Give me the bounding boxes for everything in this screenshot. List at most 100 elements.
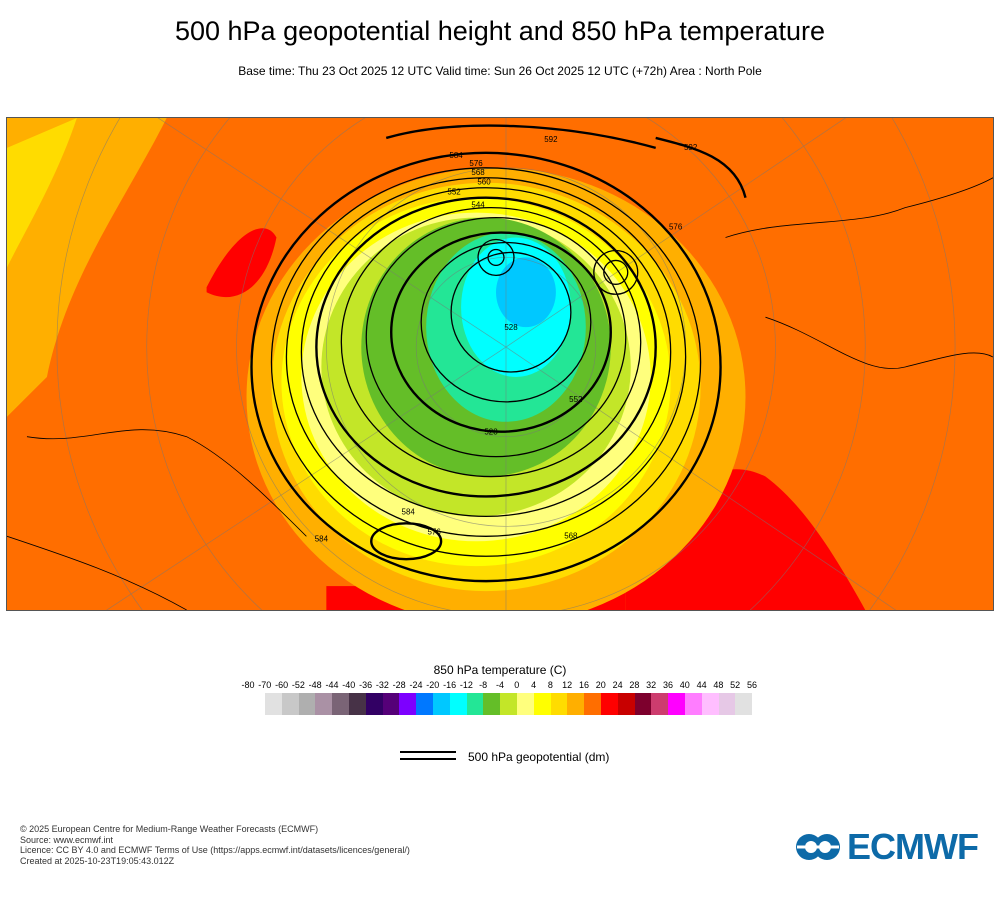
contour-label: 560 — [477, 178, 491, 187]
ecmwf-logo-text: ECMWF — [847, 826, 979, 867]
contour-label: 552 — [447, 188, 461, 197]
colorbar-tick-label: 56 — [746, 680, 758, 690]
colorbar-tick-label: -80 — [241, 680, 255, 690]
ecmwf-logo: ECMWF — [795, 826, 979, 868]
colorbar-tick-label: -20 — [426, 680, 440, 690]
colorbar-swatch — [584, 693, 601, 715]
colorbar-tick-label: -24 — [409, 680, 423, 690]
colorbar-swatch — [533, 693, 551, 715]
contour-label: 568 — [564, 531, 578, 540]
temp-field-red-west — [206, 228, 277, 298]
colorbar-tick-label: -8 — [479, 680, 488, 690]
contour-label: 584 — [315, 534, 329, 543]
colorbar-tick-label: -16 — [443, 680, 457, 690]
colorbar-swatch — [600, 693, 618, 715]
footer-line: Created at 2025-10-23T19:05:43.012Z — [20, 855, 175, 866]
temp-field-gold-west2 — [7, 118, 77, 268]
footer-line: Licence: CC BY 4.0 and ECMWF Terms of Us… — [20, 845, 410, 855]
colorbar-swatch — [416, 693, 433, 715]
colorbar-swatch — [483, 693, 501, 715]
contour-label: 592 — [684, 143, 698, 152]
colorbar-tick-label: -70 — [258, 680, 272, 690]
colorbar-tick-label: 12 — [562, 680, 573, 690]
colorbar-tick-label: 32 — [646, 680, 657, 690]
colorbar-tick-label: 48 — [713, 680, 724, 690]
colorbar-tick-label: -40 — [342, 680, 356, 690]
colorbar-swatch — [332, 693, 349, 715]
contour-label: 576 — [669, 223, 683, 232]
footer-line: Source: www.ecmwf.int — [20, 834, 114, 845]
colorbar-tick-label: 20 — [595, 680, 606, 690]
ecmwf-logo-icon — [796, 834, 840, 860]
colorbar-swatch — [466, 693, 484, 715]
colorbar-swatch — [567, 693, 585, 715]
coastlines — [7, 177, 993, 610]
colorbar-tick-labels: -80 -70 -60 -52 -48 -44 -40 -36 -32 -28 -24 -20 -16-… — [240, 680, 760, 694]
contour-label: 544 — [471, 201, 485, 210]
polar-map: 592 592 584 576 568 560 552 544 528 576 … — [6, 117, 994, 611]
colorbar-tick-label: 36 — [662, 680, 674, 690]
colorbar-tick-label: -4 — [495, 680, 505, 690]
colorbar-swatch — [432, 693, 450, 715]
colorbar-swatch — [382, 693, 400, 715]
temp-field-sky — [496, 257, 556, 328]
latitude-circles — [56, 118, 956, 610]
colorbar-tick-label: -44 — [325, 680, 339, 690]
colorbar-swatch — [701, 693, 719, 715]
contour-label: 568 — [471, 168, 485, 177]
colorbar-tick-label: -52 — [291, 680, 305, 690]
colorbar-swatch — [718, 693, 736, 715]
colorbar-swatch — [500, 693, 517, 715]
contour-label: 584 — [449, 151, 463, 160]
colorbar-swatch — [617, 693, 635, 715]
contour-label: 584 — [402, 507, 416, 516]
colorbar-swatch — [265, 693, 282, 715]
colorbar-tick-label: -28 — [392, 680, 406, 690]
colorbar-tick-label: -48 — [308, 680, 322, 690]
colorbar-swatch — [651, 693, 669, 715]
footer-credits: © 2025 European Centre for Medium-Range … — [20, 824, 410, 866]
colorbar — [265, 693, 753, 715]
geopotential-legend-line — [400, 751, 456, 760]
colorbar-title: 850 hPa temperature (C) — [433, 663, 567, 677]
contour-label: 592 — [544, 135, 558, 144]
contour-label: 576 — [427, 527, 441, 536]
chart-title: 500 hPa geopotential height and 850 hPa … — [174, 16, 825, 46]
geopotential-contours — [250, 124, 747, 583]
colorbar-swatch — [348, 693, 366, 715]
contour-labels: 592 592 584 576 568 560 552 544 528 576 … — [315, 135, 698, 543]
colorbar-tick-label: 40 — [679, 680, 690, 690]
colorbar-tick-label: -12 — [459, 680, 473, 690]
colorbar-swatch — [281, 693, 299, 715]
contour-label: 552 — [569, 395, 583, 404]
colorbar-swatch — [449, 693, 467, 715]
colorbar-tick-label: 24 — [612, 680, 623, 690]
colorbar-swatch — [684, 693, 702, 715]
colorbar-swatch — [399, 693, 417, 715]
colorbar-tick-label: 28 — [629, 680, 640, 690]
colorbar-swatch — [735, 693, 753, 715]
colorbar-tick-label: -60 — [275, 680, 289, 690]
colorbar-tick-label: 8 — [547, 680, 553, 690]
colorbar-swatch — [365, 693, 383, 715]
colorbar-swatch — [516, 693, 534, 715]
contour-label: 576 — [469, 159, 483, 168]
colorbar-tick-label: 52 — [730, 680, 741, 690]
colorbar-swatch — [634, 693, 652, 715]
colorbar-swatch — [298, 693, 316, 715]
temp-field-gold-west — [7, 118, 167, 417]
colorbar-swatch — [668, 693, 685, 715]
colorbar-tick-label: -36 — [359, 680, 373, 690]
contour-label: 528 — [484, 428, 498, 437]
contour-label: 528 — [504, 323, 518, 332]
colorbar-tick-label: -32 — [375, 680, 389, 690]
colorbar-swatch — [315, 693, 333, 715]
colorbar-tick-label: 0 — [514, 680, 520, 690]
colorbar-tick-label: 44 — [696, 680, 707, 690]
chart-subtitle: Base time: Thu 23 Oct 2025 12 UTC Valid … — [238, 64, 762, 78]
colorbar-tick-label: 16 — [578, 680, 590, 690]
colorbar-tick-label: 4 — [531, 680, 537, 690]
colorbar-swatch — [550, 693, 568, 715]
geopotential-legend-label: 500 hPa geopotential (dm) — [468, 750, 610, 764]
